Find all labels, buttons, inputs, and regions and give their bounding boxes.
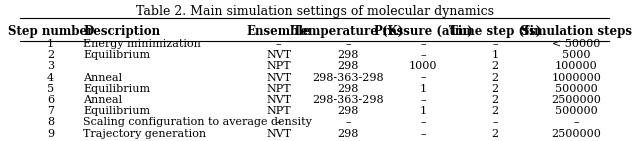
- Text: 1: 1: [419, 84, 427, 94]
- Text: –: –: [420, 95, 426, 105]
- Text: 7: 7: [47, 106, 54, 116]
- Text: –: –: [420, 72, 426, 82]
- Text: 500000: 500000: [555, 84, 598, 94]
- Text: Description: Description: [83, 25, 161, 38]
- Text: Temperature (K): Temperature (K): [292, 25, 403, 38]
- Text: 298: 298: [337, 129, 358, 139]
- Text: Step number: Step number: [8, 25, 93, 38]
- Text: Table 2. Main simulation settings of molecular dynamics: Table 2. Main simulation settings of mol…: [136, 5, 494, 18]
- Text: 8: 8: [47, 117, 54, 127]
- Text: 298-363-298: 298-363-298: [312, 72, 384, 82]
- Text: 1000000: 1000000: [551, 72, 601, 82]
- Text: 100000: 100000: [555, 61, 598, 71]
- Text: 2500000: 2500000: [551, 95, 601, 105]
- Text: Energy minimization: Energy minimization: [83, 39, 202, 49]
- Text: 1: 1: [47, 39, 54, 49]
- Text: –: –: [345, 117, 351, 127]
- Text: Anneal: Anneal: [83, 72, 123, 82]
- Text: Equilibrium: Equilibrium: [83, 50, 150, 60]
- Text: –: –: [420, 50, 426, 60]
- Text: 298: 298: [337, 106, 358, 116]
- Text: Ensemble: Ensemble: [246, 25, 311, 38]
- Text: 1: 1: [419, 106, 427, 116]
- Text: 1000: 1000: [409, 61, 437, 71]
- Text: 2: 2: [47, 50, 54, 60]
- Text: 2500000: 2500000: [551, 129, 601, 139]
- Text: 5: 5: [47, 84, 54, 94]
- Text: Time step (fs): Time step (fs): [449, 25, 541, 38]
- Text: –: –: [276, 39, 282, 49]
- Text: 2: 2: [492, 129, 499, 139]
- Text: 298: 298: [337, 50, 358, 60]
- Text: < 50000: < 50000: [552, 39, 600, 49]
- Text: Anneal: Anneal: [83, 95, 123, 105]
- Text: 2: 2: [492, 84, 499, 94]
- Text: Equilibrium: Equilibrium: [83, 84, 150, 94]
- Text: 6: 6: [47, 95, 54, 105]
- Text: 298-363-298: 298-363-298: [312, 95, 384, 105]
- Text: 2: 2: [492, 95, 499, 105]
- Text: –: –: [276, 117, 282, 127]
- Text: Scaling configuration to average density: Scaling configuration to average density: [83, 117, 312, 127]
- Text: Simulation steps: Simulation steps: [521, 25, 632, 38]
- Text: NVT: NVT: [266, 95, 291, 105]
- Text: Trajectory generation: Trajectory generation: [83, 129, 207, 139]
- Text: NPT: NPT: [266, 106, 291, 116]
- Text: NPT: NPT: [266, 84, 291, 94]
- Text: 5000: 5000: [562, 50, 591, 60]
- Text: 298: 298: [337, 61, 358, 71]
- Text: –: –: [573, 117, 579, 127]
- Text: NVT: NVT: [266, 50, 291, 60]
- Text: –: –: [492, 39, 498, 49]
- Text: 500000: 500000: [555, 106, 598, 116]
- Text: –: –: [345, 39, 351, 49]
- Text: 1: 1: [492, 50, 499, 60]
- Text: 9: 9: [47, 129, 54, 139]
- Text: NVT: NVT: [266, 72, 291, 82]
- Text: –: –: [420, 117, 426, 127]
- Text: NVT: NVT: [266, 129, 291, 139]
- Text: NPT: NPT: [266, 61, 291, 71]
- Text: 298: 298: [337, 84, 358, 94]
- Text: –: –: [420, 129, 426, 139]
- Text: Pressure (atm): Pressure (atm): [374, 25, 472, 38]
- Text: 3: 3: [47, 61, 54, 71]
- Text: 2: 2: [492, 61, 499, 71]
- Text: –: –: [420, 39, 426, 49]
- Text: 2: 2: [492, 72, 499, 82]
- Text: 2: 2: [492, 106, 499, 116]
- Text: –: –: [492, 117, 498, 127]
- Text: 4: 4: [47, 72, 54, 82]
- Text: Equilibrium: Equilibrium: [83, 106, 150, 116]
